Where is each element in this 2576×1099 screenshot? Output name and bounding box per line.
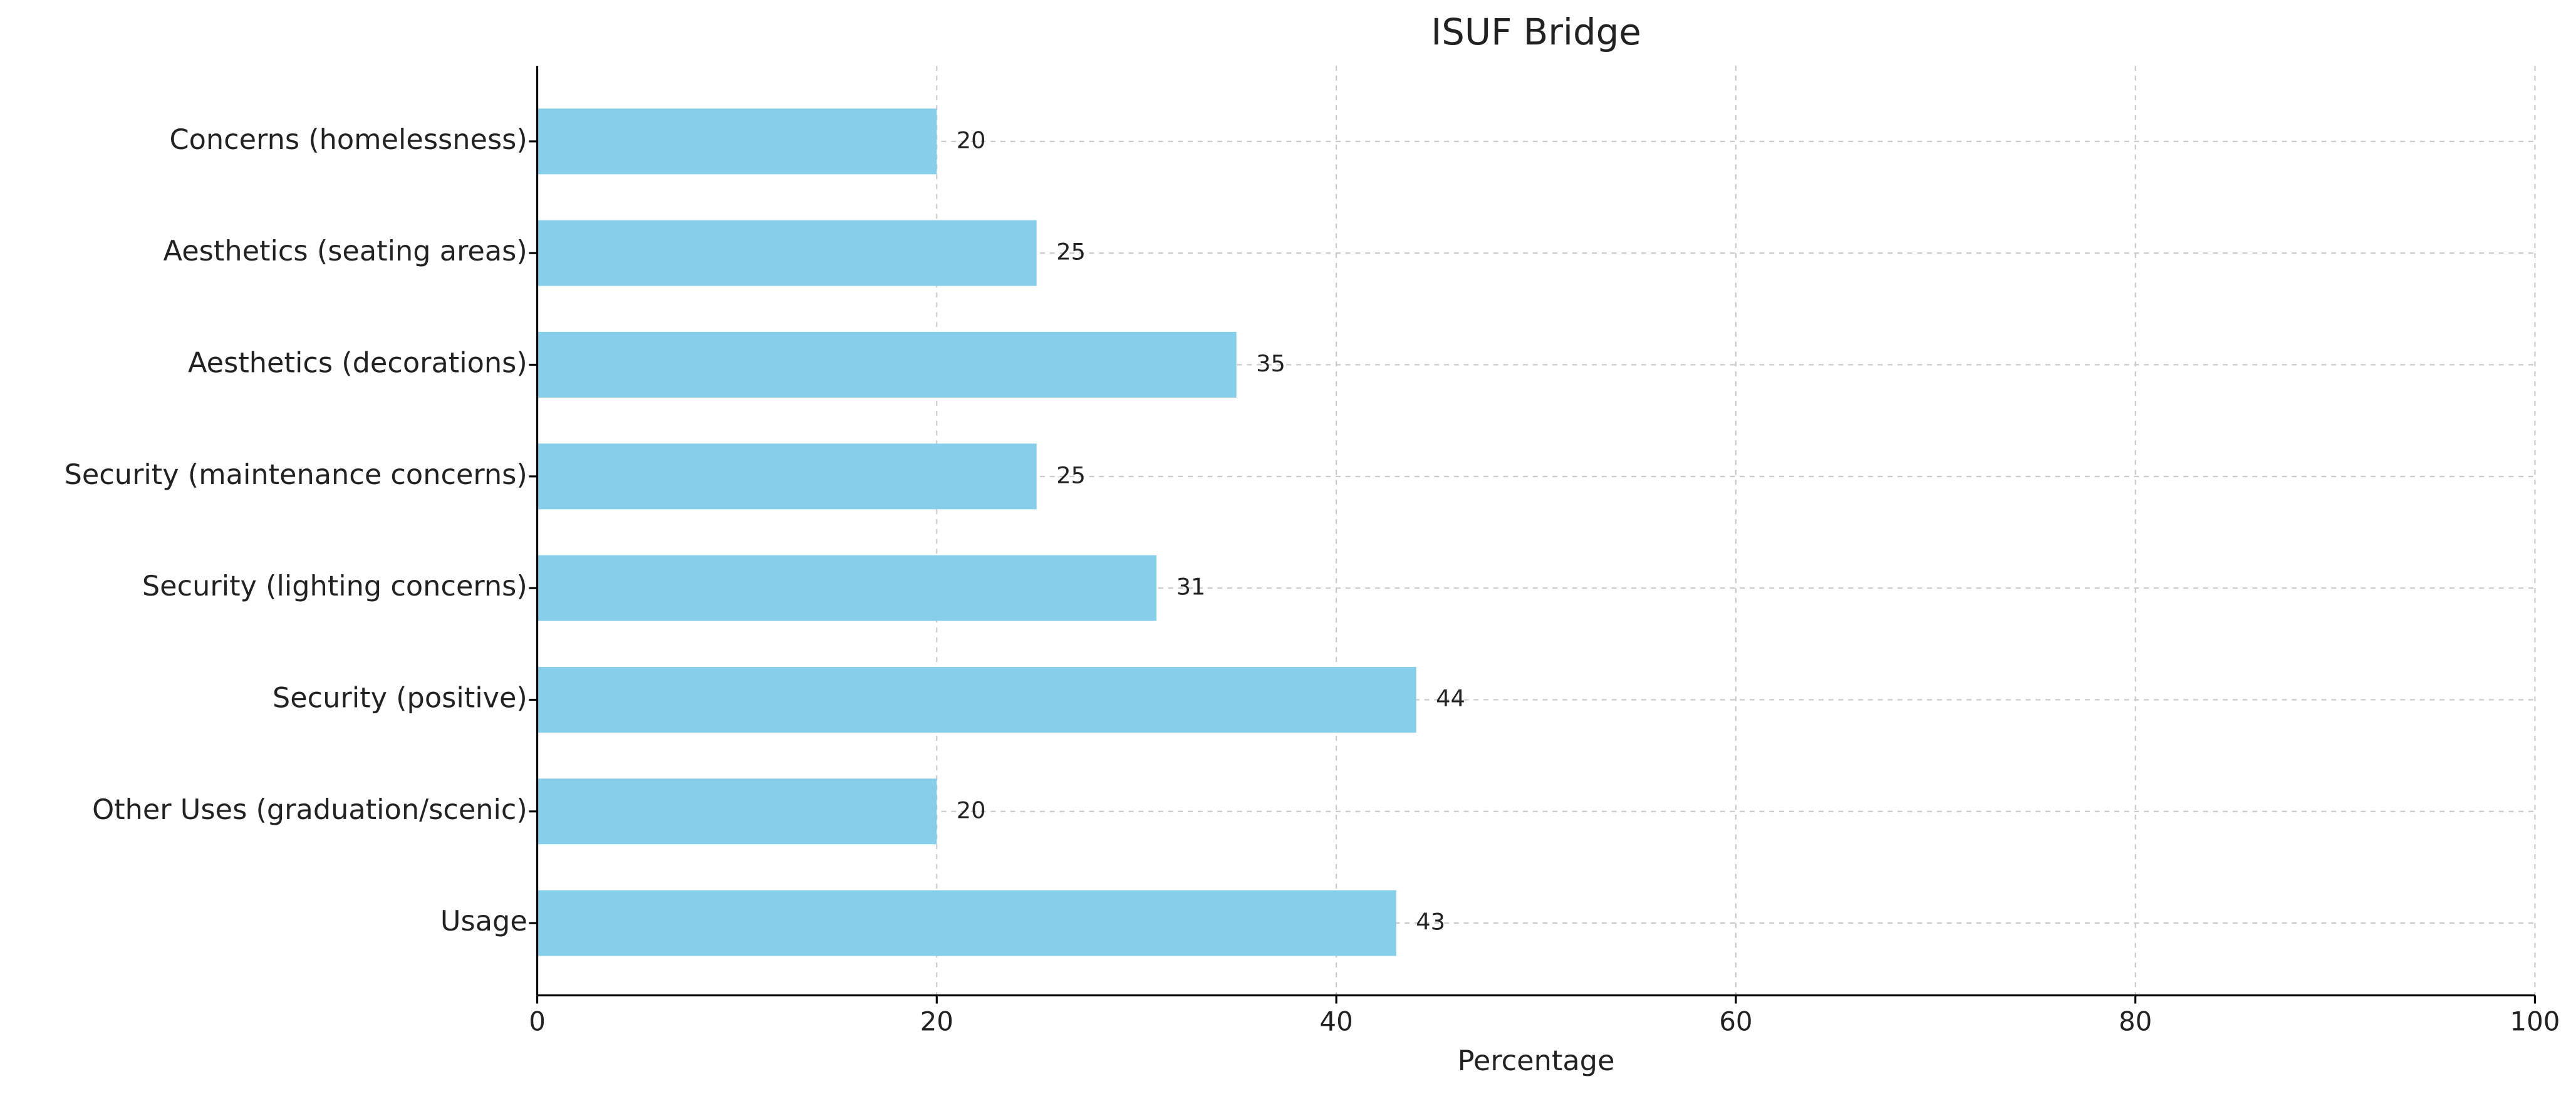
bar (537, 108, 937, 175)
y-tick-label: Concerns (homelessness) (169, 123, 527, 156)
x-tick-label: 0 (529, 1006, 546, 1037)
x-tick-label: 100 (2510, 1006, 2560, 1037)
bar (537, 778, 937, 845)
value-label: 20 (957, 126, 986, 153)
chart-title: ISUF Bridge (1431, 11, 1641, 53)
bar (537, 443, 1037, 510)
y-tick-label: Other Uses (graduation/scenic) (92, 793, 527, 826)
value-label: 25 (1056, 462, 1086, 488)
value-label: 20 (957, 797, 986, 823)
x-tick-label: 80 (2119, 1006, 2152, 1037)
bar (537, 667, 1416, 733)
value-label: 25 (1056, 239, 1086, 266)
value-label: 43 (1416, 909, 1445, 936)
bar (537, 220, 1037, 286)
y-tick-label: Usage (440, 905, 527, 937)
y-tick-label: Aesthetics (seating areas) (164, 235, 527, 267)
x-tick-label: 60 (1719, 1006, 1752, 1037)
bar (537, 555, 1157, 621)
x-axis-label: Percentage (1458, 1045, 1615, 1077)
bar (537, 890, 1396, 956)
y-tick-label: Security (maintenance concerns) (65, 458, 527, 491)
value-label: 35 (1256, 350, 1285, 377)
bar (537, 332, 1237, 398)
y-tick-label: Security (lighting concerns) (142, 570, 527, 602)
y-tick-label: Security (positive) (273, 681, 527, 714)
value-label: 44 (1436, 685, 1465, 712)
x-tick-label: 20 (920, 1006, 953, 1037)
value-label: 31 (1176, 574, 1206, 601)
x-tick-label: 40 (1319, 1006, 1353, 1037)
y-tick-label: Aesthetics (decorations) (188, 346, 527, 379)
